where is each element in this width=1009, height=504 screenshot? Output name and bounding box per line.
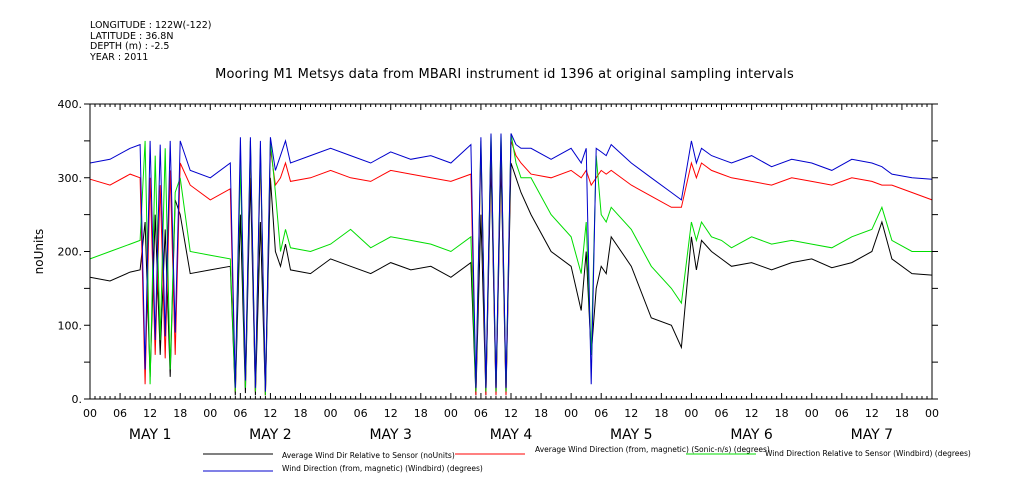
- x-hour-label: 12: [745, 407, 759, 420]
- x-hour-label: 12: [624, 407, 638, 420]
- y-tick-label: 300.: [58, 172, 83, 185]
- x-hour-label: 00: [444, 407, 458, 420]
- x-hour-label: 06: [113, 407, 127, 420]
- x-hour-label: 06: [354, 407, 368, 420]
- depth-label: DEPTH (m) : -2.5: [90, 41, 170, 52]
- series-line-4: [89, 133, 933, 392]
- x-hour-label: 18: [775, 407, 789, 420]
- chart-title: Mooring M1 Metsys data from MBARI instru…: [215, 67, 794, 82]
- x-day-label: MAY 3: [369, 427, 411, 443]
- y-tick-label: 400.: [58, 98, 83, 111]
- x-day-label: MAY 2: [249, 427, 291, 443]
- y-axis-label: noUnits: [32, 229, 46, 275]
- x-hour-label: 06: [835, 407, 849, 420]
- x-hour-label: 18: [654, 407, 668, 420]
- x-hour-label: 18: [294, 407, 308, 420]
- metadata-block: LONGITUDE : 122W(-122) LATITUDE : 36.8N …: [90, 20, 212, 63]
- y-tick-label: 0.: [72, 393, 83, 406]
- y-tick-label: 200.: [58, 246, 83, 259]
- x-day-label: MAY 1: [129, 427, 171, 443]
- latitude-label: LATITUDE : 36.8N: [90, 30, 174, 42]
- series-line-1: [89, 162, 933, 396]
- x-hour-label: 00: [324, 407, 338, 420]
- series-line-3: [89, 133, 932, 396]
- year-label: YEAR : 2011: [90, 51, 149, 63]
- x-hour-label: 18: [534, 407, 548, 420]
- x-day-label: MAY 5: [610, 427, 652, 443]
- legend-label: Average Wind Direction (from, magnetic) …: [535, 445, 770, 454]
- x-hour-label: 18: [173, 407, 187, 420]
- x-hour-label: 18: [414, 407, 428, 420]
- legend-label: Average Wind Dir Relative to Sensor (noU…: [282, 451, 455, 460]
- x-day-label: MAY 4: [490, 427, 533, 443]
- x-hour-label: 06: [594, 407, 608, 420]
- x-hour-label: 06: [233, 407, 247, 420]
- x-hour-label: 12: [143, 407, 157, 420]
- x-hour-label: 18: [895, 407, 909, 420]
- x-hour-label: 06: [715, 407, 729, 420]
- x-hour-label: 00: [925, 407, 939, 420]
- x-hour-label: 12: [384, 407, 398, 420]
- x-hour-label: 00: [203, 407, 217, 420]
- x-hour-label: 06: [474, 407, 488, 420]
- series-line-2: [89, 140, 933, 396]
- longitude-label: LONGITUDE : 122W(-122): [90, 20, 212, 31]
- legend-label: Wind Direction (from, magnetic) (Windbir…: [282, 464, 483, 473]
- x-hour-label: 12: [865, 407, 879, 420]
- x-day-label: MAY 6: [730, 427, 773, 443]
- y-tick-label: 100.: [58, 319, 83, 332]
- x-day-label: MAY 7: [851, 427, 893, 443]
- legend-label: Wind Direction Relative to Sensor (Windb…: [765, 449, 971, 458]
- x-hour-label: 00: [564, 407, 578, 420]
- x-hour-label: 00: [805, 407, 819, 420]
- x-hour-label: 00: [684, 407, 698, 420]
- x-hour-label: 12: [504, 407, 518, 420]
- x-hour-label: 00: [83, 407, 97, 420]
- x-hour-label: 12: [263, 407, 277, 420]
